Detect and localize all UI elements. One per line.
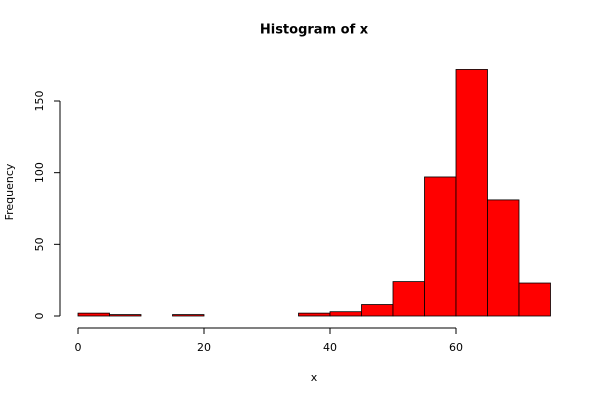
bar xyxy=(172,314,205,317)
bar xyxy=(329,311,362,317)
y-axis-label: Frequency xyxy=(3,163,16,220)
bar xyxy=(298,312,331,317)
x-axis-label: x xyxy=(311,371,318,384)
chart-title: Histogram of x xyxy=(260,23,369,38)
y-tick-label: 100 xyxy=(33,162,46,183)
bar xyxy=(392,281,425,317)
x-tick-label: 60 xyxy=(449,341,463,354)
y-tick-label: 50 xyxy=(33,237,46,251)
x-tick-label: 20 xyxy=(197,341,211,354)
x-tick-label: 0 xyxy=(75,341,82,354)
y-tick-label: 150 xyxy=(33,91,46,112)
bar xyxy=(77,312,110,317)
bar xyxy=(361,304,394,317)
bar xyxy=(518,282,551,317)
x-tick-label: 40 xyxy=(323,341,337,354)
y-tick-label: 0 xyxy=(33,313,46,320)
bar xyxy=(455,69,488,317)
bar xyxy=(487,199,520,317)
bar xyxy=(424,176,457,317)
bar xyxy=(109,314,142,317)
